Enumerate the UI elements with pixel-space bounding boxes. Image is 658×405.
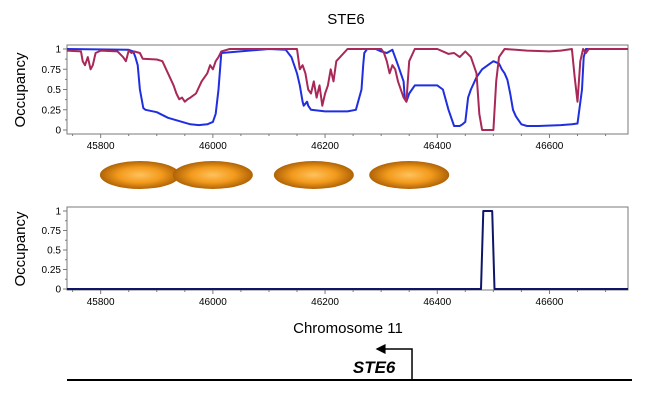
plot-frame-bottom <box>66 206 629 291</box>
x-tick-label-top: 46200 <box>311 141 339 152</box>
occupancy-panel-bottom: 45800 46000 46200 46400 46600 0 0.25 0.5 0.75 1 O… <box>12 206 629 337</box>
axis-ticks-top: 45800 46000 46200 46400 46600 0 0.25 0.5 0.75 1 <box>42 45 607 152</box>
series-line-blue-top <box>66 48 628 127</box>
x-tick-label-bottom: 46400 <box>423 297 451 308</box>
y-axis-label-top: Occupancy <box>12 52 29 128</box>
x-tick-label-bottom: 46200 <box>311 297 339 308</box>
y-tick-label-top: 0 <box>55 126 61 137</box>
series-line-red-top <box>66 48 628 131</box>
tss-arrow-head-icon <box>375 344 386 354</box>
gene-label: STE6 <box>353 358 396 377</box>
x-tick-label-top: 46000 <box>199 141 227 152</box>
x-tick-label-top: 46400 <box>423 141 451 152</box>
x-tick-label-top: 46600 <box>536 141 564 152</box>
series-group-top <box>66 48 628 131</box>
axis-ticks-bottom: 45800 46000 46200 46400 46600 0 0.25 0.5 0.75 1 <box>42 207 607 308</box>
y-axis-label-bottom: Occupancy <box>12 211 29 287</box>
y-tick-label-top: 0.75 <box>42 65 62 76</box>
y-tick-label-top: 1 <box>55 45 61 56</box>
gene-track: STE6 <box>67 344 632 381</box>
x-tick-label-bottom: 46000 <box>199 297 227 308</box>
x-axis-label: Chromosome 11 <box>293 320 403 337</box>
tss-arrow-line <box>381 348 413 380</box>
x-tick-label-bottom: 46600 <box>536 297 564 308</box>
nucleosome <box>369 161 450 189</box>
chart-title: STE6 <box>327 11 365 28</box>
y-tick-label-bottom: 0.75 <box>42 226 62 237</box>
y-tick-label-bottom: 0.25 <box>42 265 62 276</box>
nucleosome <box>172 161 253 189</box>
series-group-bottom <box>67 210 628 290</box>
y-tick-label-bottom: 0 <box>55 285 61 296</box>
x-tick-label-bottom: 45800 <box>87 297 115 308</box>
x-tick-label-top: 45800 <box>87 141 115 152</box>
y-tick-label-bottom: 1 <box>55 207 61 218</box>
nucleosome-track <box>99 161 450 189</box>
y-tick-label-top: 0.5 <box>47 85 61 96</box>
occupancy-panel-top: 45800 46000 46200 46400 46600 0 0.25 0.5 0.75 1 O… <box>12 44 629 152</box>
y-tick-label-bottom: 0.5 <box>47 246 61 257</box>
y-tick-label-top: 0.25 <box>42 105 62 116</box>
nucleosome <box>273 161 354 189</box>
nucleosome <box>99 161 180 189</box>
series-line-navy-bottom <box>67 210 628 290</box>
